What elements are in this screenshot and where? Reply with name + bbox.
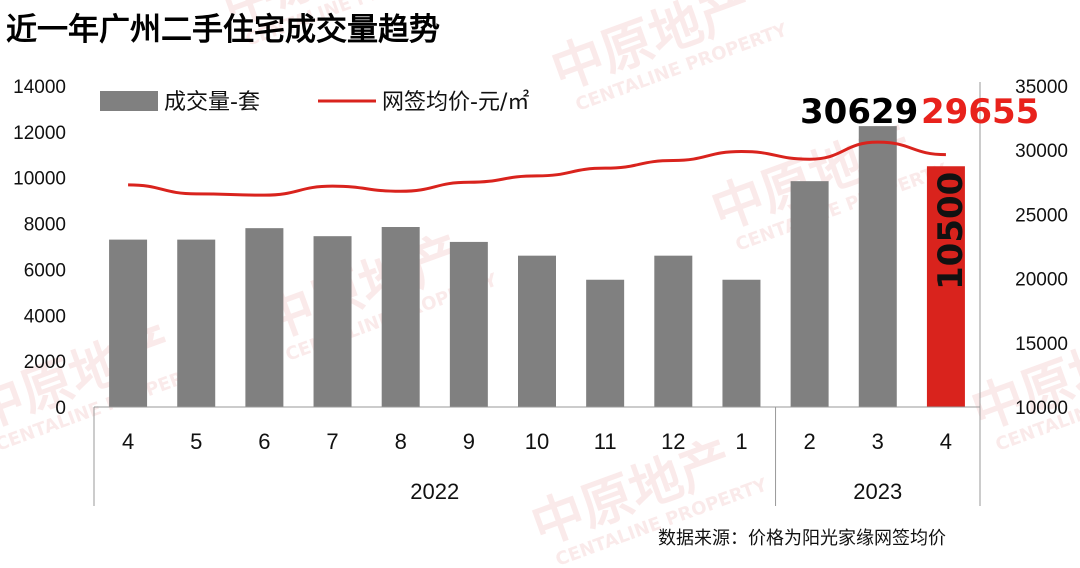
legend: 成交量-套 网签均价-元/㎡	[100, 89, 529, 115]
y-right-tick-label: 20000	[1015, 270, 1068, 291]
bar	[109, 239, 148, 407]
x-category-label: 4	[122, 429, 134, 454]
line-value-label-mar: 30629	[800, 92, 918, 132]
bar	[926, 166, 965, 407]
bar	[245, 228, 284, 407]
source-note: 数据来源：价格为阳光家缘网签均价	[658, 528, 946, 549]
y-right-tick-label: 30000	[1015, 141, 1068, 162]
x-year-label: 2023	[853, 479, 902, 504]
x-axis-years: 2022 2023	[410, 479, 902, 504]
bar	[381, 227, 420, 407]
bar	[177, 239, 216, 407]
x-axis-categories: 4 5 6 7 8 9 10 11 12 1 2 3 4	[122, 429, 952, 454]
x-category-label: 1	[735, 429, 747, 454]
bar	[449, 241, 488, 407]
x-category-label: 8	[395, 429, 407, 454]
bar	[858, 126, 897, 407]
x-category-label: 11	[594, 429, 617, 454]
x-category-label: 3	[872, 429, 884, 454]
y-right-tick-label: 10000	[1015, 398, 1068, 419]
chart-title: 近一年广州二手住宅成交量趋势	[6, 12, 440, 48]
x-category-label: 12	[661, 429, 685, 454]
x-category-label: 2	[803, 429, 815, 454]
axes	[93, 82, 981, 506]
y-left-tick-label: 0	[55, 398, 66, 419]
x-category-label: 4	[940, 429, 952, 454]
bar-series	[109, 126, 965, 407]
bar	[722, 279, 761, 407]
price-line	[128, 140, 946, 197]
y-left-tick-label: 2000	[24, 352, 66, 373]
x-category-label: 10	[525, 429, 549, 454]
y-left-tick-label: 14000	[13, 77, 66, 98]
bar	[313, 236, 352, 407]
x-category-label: 7	[326, 429, 338, 454]
y-right-tick-label: 25000	[1015, 205, 1068, 226]
y-left-tick-label: 10000	[13, 169, 66, 190]
legend-label-line: 网签均价-元/㎡	[382, 89, 529, 115]
y-axis-right: 10000 15000 20000 25000 30000 35000	[1015, 77, 1068, 419]
y-left-tick-label: 12000	[13, 123, 66, 144]
legend-swatch-bar	[100, 91, 158, 111]
x-category-label: 5	[190, 429, 202, 454]
y-right-tick-label: 15000	[1015, 334, 1068, 355]
bar	[790, 181, 829, 407]
x-year-label: 2022	[410, 479, 459, 504]
y-right-tick-label: 35000	[1015, 77, 1068, 98]
y-left-tick-label: 8000	[24, 215, 66, 236]
y-axis-left: 0 2000 4000 6000 8000 10000 12000 14000	[13, 77, 66, 419]
line-value-label-apr: 29655	[921, 92, 1039, 132]
legend-label-bar: 成交量-套	[164, 90, 260, 115]
x-category-label: 9	[463, 429, 475, 454]
bar	[518, 255, 556, 407]
y-left-tick-label: 4000	[24, 306, 66, 327]
bar	[586, 279, 625, 407]
y-left-tick-label: 6000	[24, 260, 66, 281]
bar	[654, 255, 693, 407]
last-bar-value-label: 10500	[931, 172, 971, 290]
x-category-label: 6	[258, 429, 270, 454]
